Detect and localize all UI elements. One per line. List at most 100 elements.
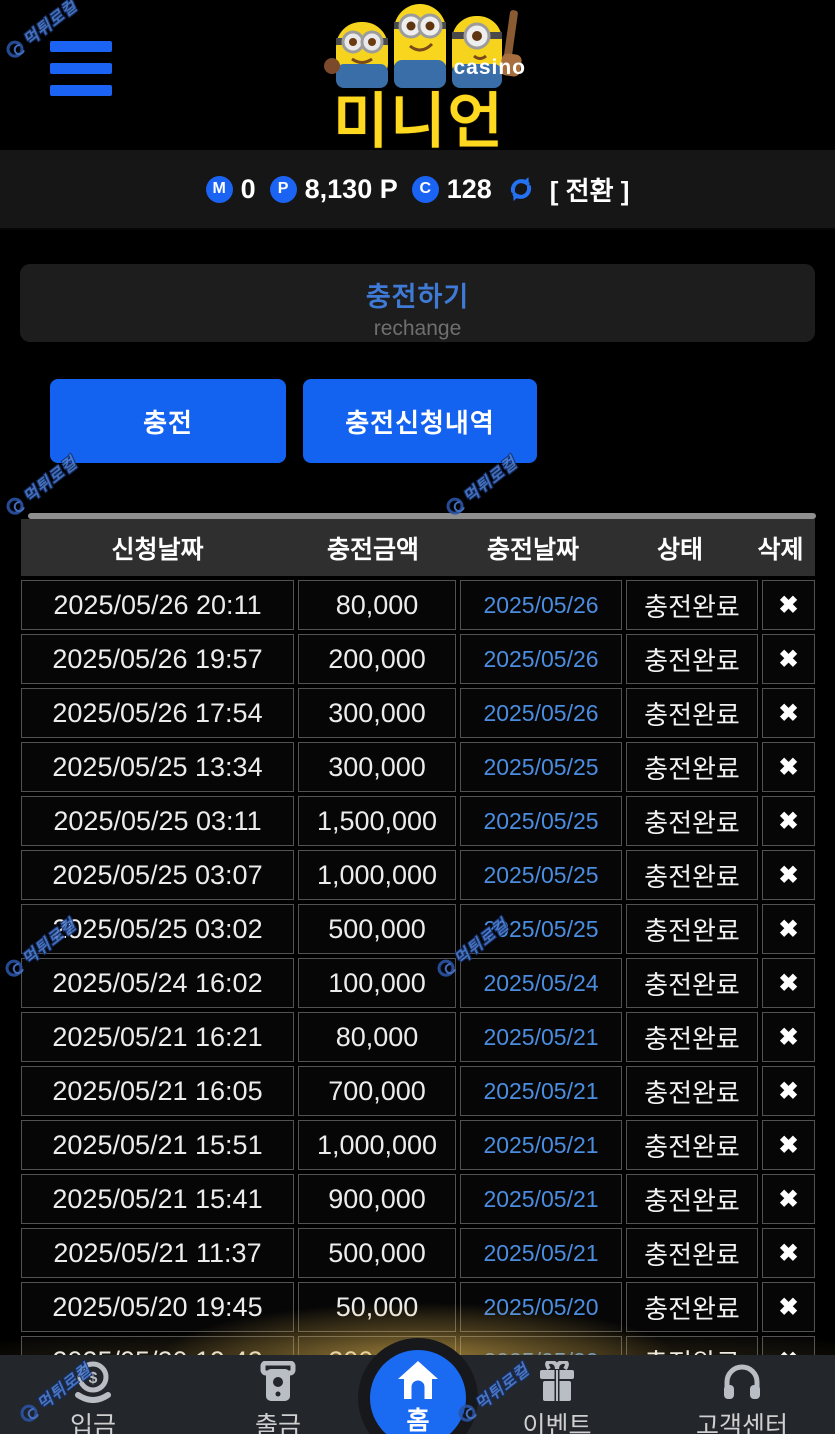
deposit-icon: $ <box>75 1361 111 1403</box>
delete-row-button[interactable]: ✖ <box>763 1175 814 1223</box>
money-value: 0 <box>240 173 256 204</box>
apply-date-cell: 2025/05/25 03:07 <box>21 850 294 900</box>
apply-date-cell: 2025/05/20 19:45 <box>21 1282 294 1332</box>
apply-date-cell: 2025/05/21 16:05 <box>21 1066 294 1116</box>
apply-date-cell: 2025/05/25 13:34 <box>21 742 294 792</box>
delete-row-button[interactable]: ✖ <box>763 581 814 629</box>
table-row: 2025/05/24 16:02 100,000 2025/05/24 충전완료… <box>21 958 815 1008</box>
apply-date-cell: 2025/05/24 16:02 <box>21 958 294 1008</box>
status-badge: 충전완료 <box>626 1066 758 1116</box>
action-buttons: 충전 충전신청내역 <box>50 379 537 463</box>
delete-row-button[interactable]: ✖ <box>763 959 814 1007</box>
recharge-date-link[interactable]: 2025/05/26 <box>460 688 622 738</box>
recharge-date-link[interactable]: 2025/05/25 <box>460 796 622 846</box>
table-row: 2025/05/21 15:51 1,000,000 2025/05/21 충전… <box>21 1120 815 1170</box>
nav-withdraw[interactable]: 출금 <box>203 1355 353 1434</box>
delete-row-button[interactable]: ✖ <box>763 1283 814 1331</box>
brand-title: 미니언 <box>333 88 505 155</box>
delete-row-button[interactable]: ✖ <box>763 797 814 845</box>
recharge-date-link[interactable]: 2025/05/24 <box>460 958 622 1008</box>
delete-row-button[interactable]: ✖ <box>763 743 814 791</box>
refresh-icon[interactable] <box>506 174 536 204</box>
nav-home-label: 홈 <box>406 1407 430 1434</box>
delete-row-button[interactable]: ✖ <box>763 1121 814 1169</box>
delete-row-button[interactable]: ✖ <box>763 905 814 953</box>
recharge-date-link[interactable]: 2025/05/20 <box>460 1282 622 1332</box>
hamburger-icon <box>50 41 112 52</box>
nav-event[interactable]: 이벤트 <box>482 1355 632 1434</box>
apply-date-cell: 2025/05/21 15:51 <box>21 1120 294 1170</box>
svg-text:$: $ <box>89 1370 98 1387</box>
delete-row-button[interactable]: ✖ <box>763 689 814 737</box>
delete-row-button[interactable]: ✖ <box>763 851 814 899</box>
home-icon <box>398 1361 438 1399</box>
nav-deposit[interactable]: $ 입금 <box>18 1355 168 1434</box>
recharge-date-link[interactable]: 2025/05/25 <box>460 742 622 792</box>
recharge-date-link[interactable]: 2025/05/21 <box>460 1066 622 1116</box>
status-badge: 충전완료 <box>626 958 758 1008</box>
minions-illustration-icon <box>324 4 522 88</box>
nav-deposit-label: 입금 <box>69 1412 116 1434</box>
table-body: 2025/05/26 20:11 80,000 2025/05/26 충전완료 … <box>21 580 815 1386</box>
delete-row-button[interactable]: ✖ <box>763 635 814 683</box>
amount-cell: 1,000,000 <box>298 850 456 900</box>
point-coin-icon: P <box>269 175 297 203</box>
recharge-date-link[interactable]: 2025/05/25 <box>460 904 622 954</box>
recharge-date-link[interactable]: 2025/05/21 <box>460 1012 622 1062</box>
recharge-date-link[interactable]: 2025/05/21 <box>460 1174 622 1224</box>
apply-date-cell: 2025/05/26 17:54 <box>21 688 294 738</box>
status-badge: 충전완료 <box>626 850 758 900</box>
col-header-apply-date: 신청날짜 <box>111 535 204 564</box>
page-subtitle: rechange <box>373 317 462 340</box>
recharge-date-link[interactable]: 2025/05/25 <box>460 850 622 900</box>
nav-support-label: 고객센터 <box>695 1412 788 1434</box>
amount-cell: 80,000 <box>298 1012 456 1062</box>
brand-logo[interactable]: casino 미니언 <box>308 2 530 152</box>
status-badge: 충전완료 <box>626 1228 758 1278</box>
amount-cell: 1,000,000 <box>298 1120 456 1170</box>
status-badge: 충전완료 <box>626 904 758 954</box>
recharge-date-link[interactable]: 2025/05/21 <box>460 1228 622 1278</box>
amount-cell: 200,000 <box>298 634 456 684</box>
nav-event-label: 이벤트 <box>522 1412 592 1434</box>
delete-row-button[interactable]: ✖ <box>763 1229 814 1277</box>
delete-row-button[interactable]: ✖ <box>763 1013 814 1061</box>
gift-icon <box>540 1361 574 1401</box>
nav-support[interactable]: 고객센터 <box>667 1355 817 1434</box>
table-row: 2025/05/21 16:21 80,000 2025/05/21 충전완료 … <box>21 1012 815 1062</box>
nav-home[interactable]: 홈 <box>370 1350 466 1434</box>
table-row: 2025/05/26 17:54 300,000 2025/05/26 충전완료… <box>21 688 815 738</box>
recharge-button[interactable]: 충전 <box>50 379 286 463</box>
convert-button[interactable]: [ 전환 ] <box>549 175 630 206</box>
status-badge: 충전완료 <box>626 796 758 846</box>
table-row: 2025/05/25 03:02 500,000 2025/05/25 충전완료… <box>21 904 815 954</box>
recharge-date-link[interactable]: 2025/05/26 <box>460 580 622 630</box>
delete-row-button[interactable]: ✖ <box>763 1067 814 1115</box>
apply-date-cell: 2025/05/21 11:37 <box>21 1228 294 1278</box>
horizontal-scrollbar[interactable] <box>28 513 816 519</box>
apply-date-cell: 2025/05/25 03:02 <box>21 904 294 954</box>
status-badge: 충전완료 <box>626 742 758 792</box>
point-value: 8,130 P <box>304 173 398 204</box>
table-row: 2025/05/26 20:11 80,000 2025/05/26 충전완료 … <box>21 580 815 630</box>
table-row: 2025/05/21 15:41 900,000 2025/05/21 충전완료… <box>21 1174 815 1224</box>
amount-cell: 900,000 <box>298 1174 456 1224</box>
menu-button[interactable] <box>50 41 112 96</box>
recharge-history-button[interactable]: 충전신청내역 <box>303 379 537 463</box>
status-badge: 충전완료 <box>626 1012 758 1062</box>
amount-cell: 300,000 <box>298 742 456 792</box>
status-badge: 충전완료 <box>626 688 758 738</box>
recharge-date-link[interactable]: 2025/05/21 <box>460 1120 622 1170</box>
status-badge: 충전완료 <box>626 1174 758 1224</box>
balance-bar: M 0 P 8,130 P C 128 [ 전환 ] <box>0 150 835 230</box>
top-header: casino 미니언 <box>0 0 835 152</box>
apply-date-cell: 2025/05/21 15:41 <box>21 1174 294 1224</box>
table-row: 2025/05/25 03:07 1,000,000 2025/05/25 충전… <box>21 850 815 900</box>
col-header-delete: 삭제 <box>757 535 804 564</box>
table-row: 2025/05/25 13:34 300,000 2025/05/25 충전완료… <box>21 742 815 792</box>
apply-date-cell: 2025/05/26 19:57 <box>21 634 294 684</box>
apply-date-cell: 2025/05/21 16:21 <box>21 1012 294 1062</box>
amount-cell: 500,000 <box>298 904 456 954</box>
recharge-date-link[interactable]: 2025/05/26 <box>460 634 622 684</box>
